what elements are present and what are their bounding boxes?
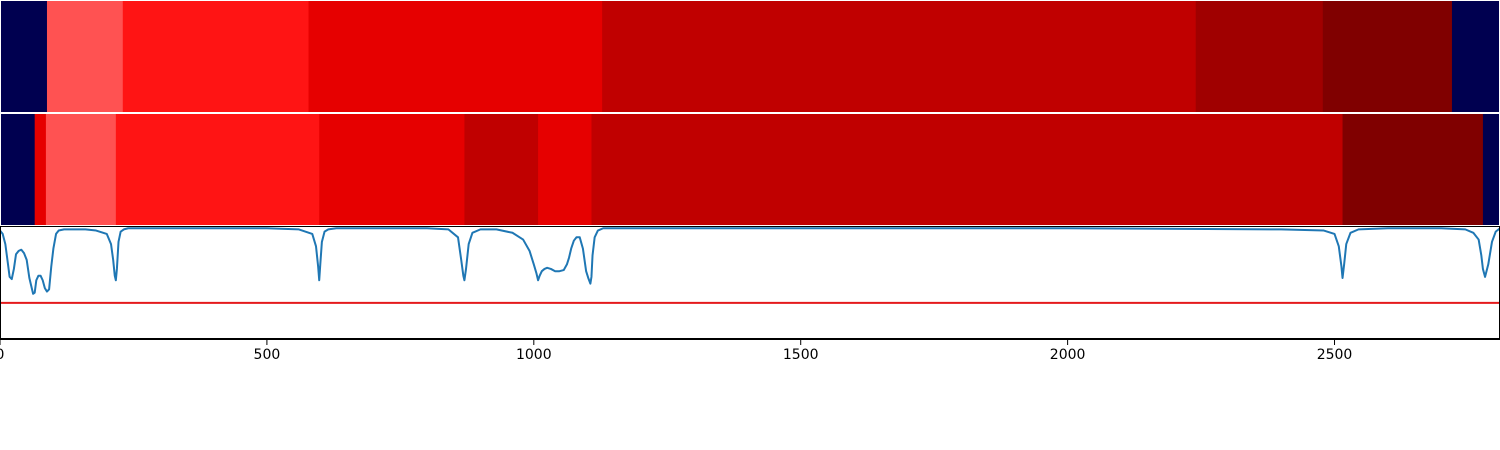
signal-line — [0, 227, 1500, 295]
heatmap-cell-r2-9 — [1342, 113, 1484, 226]
panel-frame-3 — [0, 226, 1500, 339]
heatmap-cell-r1-7 — [1322, 0, 1453, 113]
x-tick-label-500: 500 — [254, 347, 281, 363]
heatmap-cell-r2-5 — [319, 113, 466, 226]
heatmap-cell-r1-8 — [1451, 0, 1500, 113]
heatmap-row-2 — [0, 113, 1500, 226]
heatmap-cell-r1-1 — [0, 0, 48, 113]
heatmap-cell-r2-10 — [1482, 113, 1500, 226]
x-axis: 0 500 1000 1500 2000 2500 — [0, 339, 1352, 363]
x-tick-label-1000: 1000 — [516, 347, 552, 363]
heatmap-cell-r1-6 — [1195, 0, 1324, 113]
x-tick-label-1500: 1500 — [783, 347, 819, 363]
signal-panel — [0, 227, 1500, 304]
heatmap-cell-r2-1 — [0, 113, 36, 226]
heatmap-cell-r2-4 — [115, 113, 320, 226]
heatmap-cell-r1-5 — [602, 0, 1197, 113]
x-tick-label-0: 0 — [0, 347, 4, 363]
heatmap-cell-r1-4 — [308, 0, 603, 113]
heatmap-cell-r2-2 — [34, 113, 47, 226]
heatmap-cell-r1-3 — [122, 0, 310, 113]
heatmap-cell-r2-3 — [45, 113, 117, 226]
x-tick-label-2000: 2000 — [1050, 347, 1086, 363]
heatmap-cell-r1-2 — [46, 0, 124, 113]
heatmap-row-1 — [0, 0, 1500, 113]
heatmap-cell-r2-8 — [591, 113, 1344, 226]
heatmap-cell-r2-7 — [538, 113, 593, 226]
x-tick-label-2500: 2500 — [1317, 347, 1353, 363]
heatmap-cell-r2-6 — [464, 113, 539, 226]
